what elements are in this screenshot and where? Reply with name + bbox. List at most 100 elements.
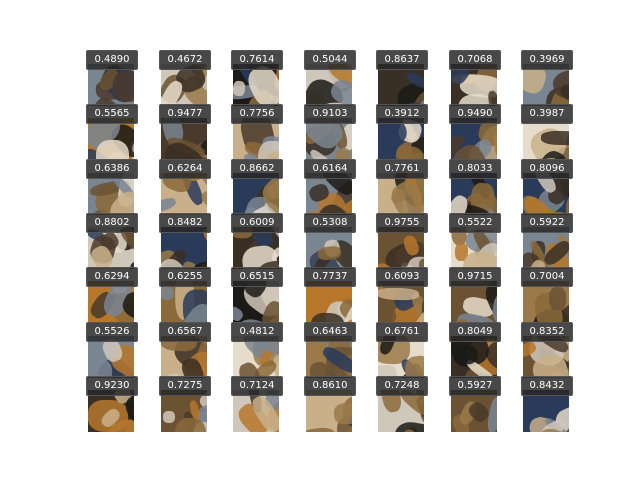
score-label: 0.6009 — [231, 213, 283, 233]
thumbnail-image — [161, 118, 207, 160]
thumbnail-image — [233, 64, 279, 106]
grid-cell-r7-c5: 0.7248 — [376, 376, 428, 432]
texture-blob — [333, 402, 352, 425]
score-label: 0.8049 — [449, 322, 501, 342]
score-label: 0.6463 — [304, 322, 356, 342]
texture-blob — [233, 80, 245, 97]
thumbnail-image — [88, 173, 134, 215]
thumbnail-image — [378, 173, 424, 215]
grid-cell-r5-c1: 0.6294 — [86, 267, 138, 323]
score-label: 0.4812 — [231, 322, 283, 342]
grid-cell-r7-c1: 0.9230 — [86, 376, 138, 432]
grid-cell-r4-c7: 0.5922 — [521, 213, 573, 269]
score-label: 0.5922 — [521, 213, 573, 233]
score-label: 0.8096 — [521, 159, 573, 179]
thumbnail-image — [451, 118, 497, 160]
thumbnail-image — [233, 390, 279, 432]
score-label: 0.7614 — [231, 50, 283, 70]
score-label: 0.9490 — [449, 104, 501, 124]
thumbnail-image — [451, 64, 497, 106]
grid-cell-r3-c5: 0.7761 — [376, 159, 428, 215]
grid-cell-r6-c5: 0.6761 — [376, 322, 428, 378]
grid-cell-r4-c2: 0.8482 — [159, 213, 211, 269]
grid-cell-r2-c2: 0.9477 — [159, 104, 211, 160]
score-label: 0.7737 — [304, 267, 356, 287]
grid-cell-r4-c5: 0.9755 — [376, 213, 428, 269]
thumbnail-image — [233, 118, 279, 160]
score-label: 0.8662 — [231, 159, 283, 179]
grid-cell-r6-c1: 0.5526 — [86, 322, 138, 378]
thumbnail-image — [378, 390, 424, 432]
thumbnail-image — [233, 173, 279, 215]
thumbnail-image — [161, 227, 207, 269]
score-label: 0.3987 — [521, 104, 573, 124]
score-label: 0.9755 — [376, 213, 428, 233]
grid-cell-r3-c6: 0.8033 — [449, 159, 501, 215]
score-label: 0.8432 — [521, 376, 573, 396]
texture-blob — [378, 287, 420, 301]
grid-cell-r6-c4: 0.6463 — [304, 322, 356, 378]
grid-cell-r1-c2: 0.4672 — [159, 50, 211, 106]
grid-cell-r4-c3: 0.6009 — [231, 213, 283, 269]
score-label: 0.6515 — [231, 267, 283, 287]
grid-cell-r6-c7: 0.8352 — [521, 322, 573, 378]
thumbnail-image — [306, 227, 352, 269]
grid-cell-r3-c1: 0.6386 — [86, 159, 138, 215]
thumbnail-image — [451, 227, 497, 269]
score-label: 0.8637 — [376, 50, 428, 70]
thumbnail-image — [451, 390, 497, 432]
score-label: 0.9230 — [86, 376, 138, 396]
thumbnail-image — [161, 173, 207, 215]
grid-cell-r1-c1: 0.4890 — [86, 50, 138, 106]
score-label: 0.4890 — [86, 50, 138, 70]
score-label: 0.7248 — [376, 376, 428, 396]
grid-cell-r6-c6: 0.8049 — [449, 322, 501, 378]
texture-blob — [378, 302, 398, 323]
score-label: 0.5308 — [304, 213, 356, 233]
thumbnail-image — [88, 118, 134, 160]
texture-blob — [162, 411, 175, 424]
texture-blob — [565, 192, 569, 215]
score-label: 0.8482 — [159, 213, 211, 233]
grid-cell-r5-c5: 0.6093 — [376, 267, 428, 323]
texture-blob — [475, 424, 488, 432]
grid-cell-r3-c4: 0.6164 — [304, 159, 356, 215]
score-label: 0.8352 — [521, 322, 573, 342]
thumbnail-image — [523, 173, 569, 215]
grid-cell-r5-c2: 0.6255 — [159, 267, 211, 323]
grid-cell-r3-c2: 0.6264 — [159, 159, 211, 215]
thumbnail-image — [88, 281, 134, 323]
score-label: 0.8033 — [449, 159, 501, 179]
score-label: 0.9103 — [304, 104, 356, 124]
thumbnail-image — [306, 64, 352, 106]
grid-cell-r4-c6: 0.5522 — [449, 213, 501, 269]
score-label: 0.7275 — [159, 376, 211, 396]
thumbnail-image — [523, 64, 569, 106]
thumbnail-image — [306, 173, 352, 215]
grid-cell-r5-c7: 0.7004 — [521, 267, 573, 323]
score-label: 0.3912 — [376, 104, 428, 124]
grid-cell-r1-c5: 0.8637 — [376, 50, 428, 106]
thumbnail-image — [88, 64, 134, 106]
thumbnail-image — [88, 336, 134, 378]
score-label: 0.6294 — [86, 267, 138, 287]
score-label: 0.3969 — [521, 50, 573, 70]
texture-blob — [174, 418, 206, 432]
grid-cell-r2-c4: 0.9103 — [304, 104, 356, 160]
score-label: 0.9715 — [449, 267, 501, 287]
grid-cell-r3-c7: 0.8096 — [521, 159, 573, 215]
thumbnail-image — [378, 118, 424, 160]
grid-cell-r7-c2: 0.7275 — [159, 376, 211, 432]
thumbnail-image — [161, 64, 207, 106]
thumbnail-image — [451, 336, 497, 378]
thumbnail-image — [523, 118, 569, 160]
grid-cell-r2-c6: 0.9490 — [449, 104, 501, 160]
thumbnail-image — [233, 336, 279, 378]
score-label: 0.5526 — [86, 322, 138, 342]
grid-cell-r1-c3: 0.7614 — [231, 50, 283, 106]
texture-blob — [549, 287, 567, 311]
thumbnail-image — [523, 281, 569, 323]
thumbnail-image — [451, 173, 497, 215]
score-label: 0.7761 — [376, 159, 428, 179]
grid-cell-r6-c3: 0.4812 — [231, 322, 283, 378]
